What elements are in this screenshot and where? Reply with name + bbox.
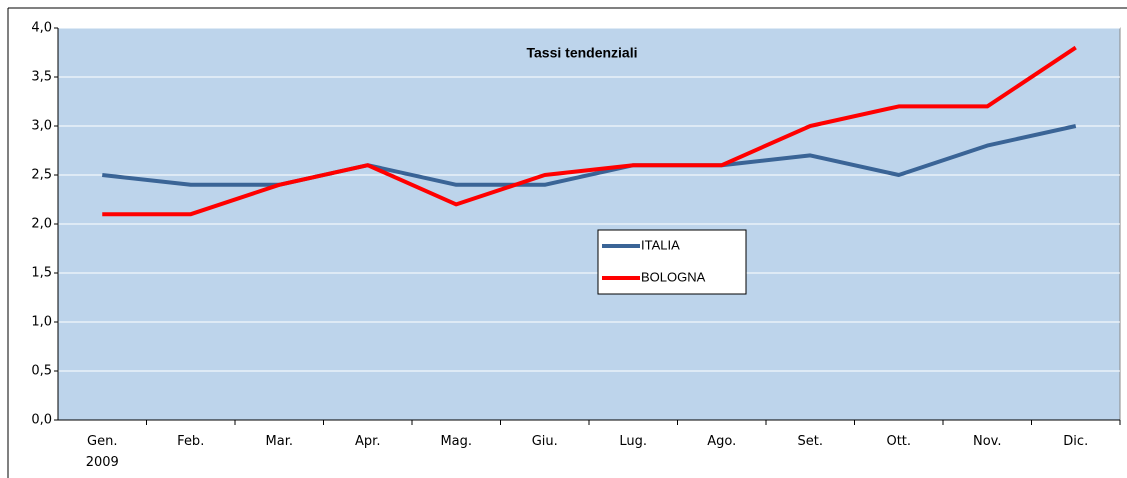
x-tick-label: Apr. bbox=[355, 434, 380, 449]
x-tick-label: Giu. bbox=[532, 434, 558, 449]
x-tick-label: Ago. bbox=[707, 434, 736, 449]
legend-label: BOLOGNA bbox=[641, 269, 706, 284]
x-tick-label: Dic. bbox=[1063, 434, 1088, 449]
series-line bbox=[102, 45, 1077, 217]
y-tick-label: 2,0 bbox=[31, 217, 52, 232]
x-tick-label: Ott. bbox=[886, 434, 911, 449]
chart-title: Tassi tendenziali bbox=[527, 45, 638, 61]
y-tick-label: 0,5 bbox=[31, 364, 52, 379]
x-tick-label: Mar. bbox=[266, 434, 293, 449]
x-tick-label: Gen. 2009 bbox=[86, 434, 119, 470]
x-tick-label: Lug. bbox=[619, 434, 647, 449]
y-tick-label: 1,5 bbox=[31, 266, 52, 281]
y-tick-label: 3,5 bbox=[31, 70, 52, 85]
legend bbox=[597, 229, 747, 295]
series-line bbox=[102, 124, 1077, 187]
x-tick-label: Set. bbox=[798, 434, 823, 449]
legend-label: ITALIA bbox=[641, 237, 680, 252]
y-tick-label: 4,0 bbox=[31, 21, 52, 36]
y-tick-label: 0,0 bbox=[31, 413, 52, 428]
x-tick-label: Feb. bbox=[177, 434, 204, 449]
x-tick-label: Mag. bbox=[440, 434, 472, 449]
y-tick-label: 3,0 bbox=[31, 119, 52, 134]
y-tick-label: 2,5 bbox=[31, 168, 52, 183]
y-tick-label: 1,0 bbox=[31, 315, 52, 330]
x-tick-label: Nov. bbox=[973, 434, 1002, 449]
